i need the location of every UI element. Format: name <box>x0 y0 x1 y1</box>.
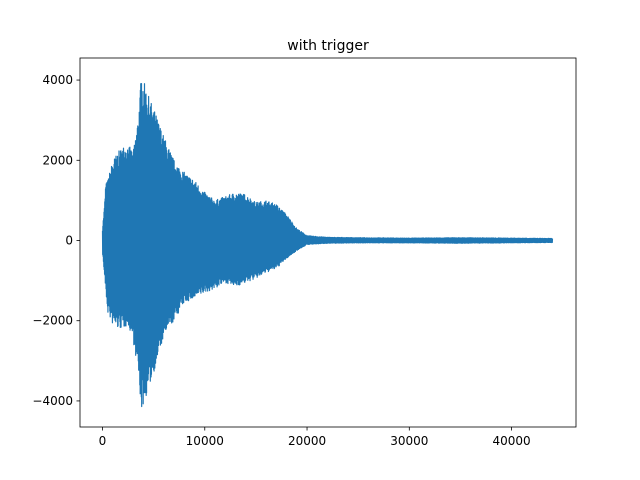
y-tick-label: −4000 <box>32 394 73 408</box>
plot-area <box>101 83 554 408</box>
axes-frame <box>79 57 577 428</box>
chart-title: with trigger <box>287 38 369 54</box>
y-axis: −4000 −2000 0 2000 4000 <box>32 73 80 408</box>
x-tick-label: 0 <box>99 434 107 448</box>
x-tick-label: 20000 <box>288 434 326 448</box>
y-tick-label: 2000 <box>42 153 73 167</box>
y-tick-label: 4000 <box>42 73 73 87</box>
y-tick-label: −2000 <box>32 314 73 328</box>
waveform-line <box>101 83 554 408</box>
x-axis: 0 10000 20000 30000 40000 <box>99 427 531 448</box>
x-tick-label: 40000 <box>492 434 530 448</box>
x-tick-label: 30000 <box>390 434 428 448</box>
y-tick-label: 0 <box>65 233 73 247</box>
x-tick-label: 10000 <box>186 434 224 448</box>
